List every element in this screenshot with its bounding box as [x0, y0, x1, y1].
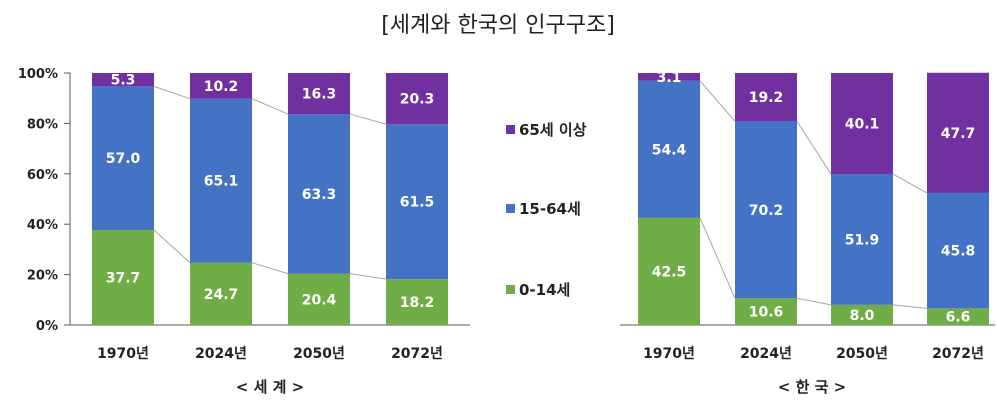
y-tick-label: 100%	[18, 67, 58, 82]
data-label: 51.9	[845, 232, 880, 248]
series-connector-line	[153, 229, 191, 264]
series-connector-line	[699, 80, 736, 122]
y-tick-label: 60%	[27, 168, 58, 183]
data-label: 70.2	[749, 203, 784, 219]
bar-segment-old	[190, 73, 252, 99]
bar-segment-working	[92, 86, 154, 230]
bar-segment-young	[386, 279, 448, 325]
data-label: 45.8	[941, 244, 976, 260]
bar-segment-young	[735, 298, 797, 325]
bar-segment-old	[831, 73, 893, 175]
bar-segment-working	[927, 192, 989, 309]
x-category-label: 1970년	[643, 346, 695, 362]
data-label: 10.6	[749, 305, 784, 321]
series-connector-line	[349, 273, 387, 280]
bar-segment-young	[831, 304, 893, 325]
data-label: 54.4	[652, 142, 687, 158]
bar-segment-old	[638, 73, 700, 81]
bar-segment-working	[190, 98, 252, 263]
legend-label: 15-64세	[519, 200, 581, 218]
bar-segment-old	[288, 73, 350, 115]
panel-label: < 한 국 >	[778, 378, 846, 396]
data-label: 6.6	[946, 310, 971, 326]
bar-segment-working	[288, 114, 350, 274]
data-label: 61.5	[400, 195, 435, 211]
series-connector-line	[892, 304, 928, 309]
data-label: 5.3	[111, 73, 136, 89]
data-label: 3.1	[657, 70, 682, 86]
bar-segment-working	[386, 124, 448, 280]
x-category-label: 1970년	[97, 346, 149, 362]
bar-segment-old	[735, 73, 797, 122]
x-category-label: 2050년	[293, 346, 345, 362]
data-label: 47.7	[941, 126, 976, 142]
series-connector-line	[153, 85, 191, 100]
x-category-label: 2024년	[740, 346, 792, 362]
y-tick-label: 0%	[36, 319, 58, 334]
series-connector-line	[796, 297, 832, 306]
bar-segment-working	[638, 80, 700, 218]
legend-label: 0-14세	[519, 281, 570, 299]
series-connector-line	[251, 98, 289, 115]
legend-label: 65세 이상	[519, 121, 587, 139]
data-label: 10.2	[204, 79, 239, 95]
data-label: 8.0	[850, 308, 875, 324]
bar-segment-old	[927, 72, 989, 193]
bar-segment-old	[92, 73, 154, 87]
bar-segment-old	[386, 73, 448, 125]
y-tick-label: 40%	[27, 218, 58, 233]
data-label: 18.2	[400, 295, 435, 311]
x-category-label: 2050년	[836, 346, 888, 362]
x-category-label: 2072년	[932, 346, 984, 362]
data-label: 40.1	[845, 117, 880, 133]
data-label: 24.7	[204, 287, 239, 303]
legend-swatch	[506, 285, 515, 294]
y-tick-label: 80%	[27, 117, 58, 132]
series-connector-line	[349, 113, 387, 125]
data-label: 65.1	[204, 174, 239, 190]
bar-segment-working	[831, 174, 893, 305]
data-label: 20.4	[302, 292, 337, 308]
data-label: 37.7	[106, 270, 141, 286]
series-connector-line	[892, 173, 928, 194]
bar-segment-young	[638, 217, 700, 325]
panel-label: < 세 계 >	[236, 378, 304, 396]
series-connector-line	[251, 262, 289, 275]
bar-segment-young	[927, 308, 989, 325]
x-category-label: 2024년	[195, 346, 247, 362]
data-label: 42.5	[652, 264, 687, 280]
data-label: 57.0	[106, 151, 141, 167]
data-label: 16.3	[302, 87, 337, 103]
x-category-label: 2072년	[391, 346, 443, 362]
series-connector-line	[699, 217, 736, 299]
legend-swatch	[506, 204, 515, 213]
data-label: 63.3	[302, 187, 337, 203]
data-label: 19.2	[749, 90, 784, 106]
legend-swatch	[506, 125, 515, 134]
series-connector-line	[796, 121, 832, 175]
data-label: 20.3	[400, 92, 435, 108]
bar-segment-working	[735, 121, 797, 299]
chart-title: [세계와 한국의 인구구조]	[381, 13, 615, 38]
bar-segment-young	[190, 262, 252, 325]
bar-segment-young	[288, 273, 350, 325]
bar-segment-young	[92, 229, 154, 325]
y-tick-label: 20%	[27, 269, 58, 284]
